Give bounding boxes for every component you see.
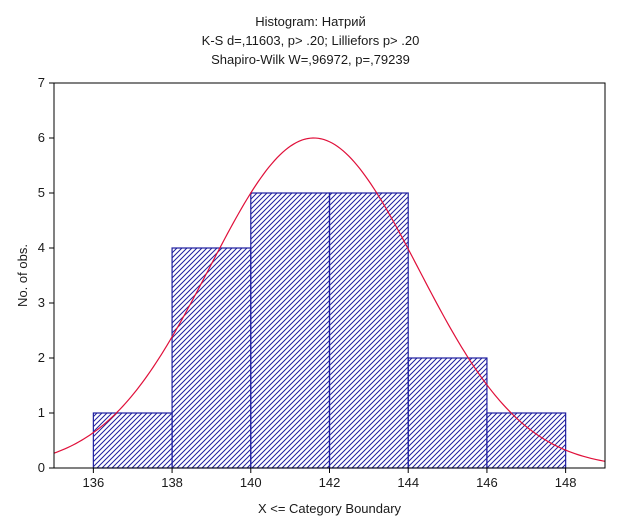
chart-subtitle-2: Shapiro-Wilk W=,96972, p=,79239	[211, 52, 410, 67]
y-tick-label: 1	[38, 405, 45, 420]
chart-subtitle-1: K-S d=,11603, p> .20; Lilliefors p> .20	[201, 33, 420, 48]
normal-fit-curve	[53, 137, 606, 462]
histogram-bar	[486, 412, 567, 469]
x-axis-label: X <= Category Boundary	[258, 501, 402, 516]
histogram-bar	[171, 247, 252, 469]
x-axis-ticks: 136 138 140 142 144 146 148	[83, 468, 577, 490]
x-tick-label: 144	[397, 475, 419, 490]
histogram-bar	[250, 192, 331, 469]
y-tick-label: 0	[38, 460, 45, 475]
x-tick-label: 146	[476, 475, 498, 490]
x-tick-label: 140	[240, 475, 262, 490]
histogram-bar	[328, 192, 409, 469]
y-tick-label: 5	[38, 185, 45, 200]
y-tick-label: 7	[38, 75, 45, 90]
y-tick-label: 3	[38, 295, 45, 310]
chart-titles: Histogram: Натрий K-S d=,11603, p> .20; …	[0, 12, 621, 69]
y-axis-label: No. of obs.	[15, 244, 30, 307]
chart-title: Histogram: Натрий	[255, 14, 366, 29]
y-tick-label: 2	[38, 350, 45, 365]
histogram-bar	[407, 357, 488, 469]
histogram-bar	[92, 412, 173, 469]
y-tick-label: 4	[38, 240, 45, 255]
histogram-bars	[92, 192, 567, 469]
x-tick-label: 138	[161, 475, 183, 490]
x-tick-label: 136	[83, 475, 105, 490]
x-tick-label: 142	[319, 475, 341, 490]
y-tick-label: 6	[38, 130, 45, 145]
x-tick-label: 148	[555, 475, 577, 490]
y-axis-ticks: 0 1 2 3 4 5 6 7	[38, 75, 54, 475]
